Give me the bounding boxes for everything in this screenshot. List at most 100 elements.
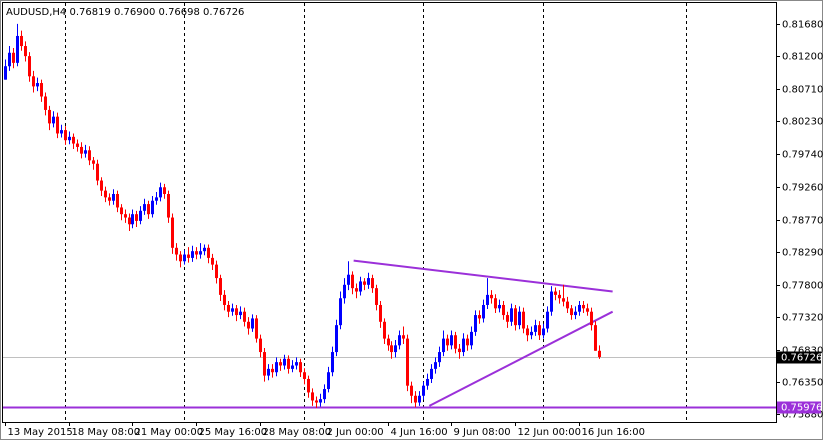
price-tag [777,401,821,414]
candle-body [48,109,51,124]
candle-body [183,254,186,262]
candle-body [486,294,489,305]
candle-body [211,257,214,265]
candle-body [131,214,134,225]
candle-body [462,338,465,353]
y-tick-label: 0.76830 [782,346,823,357]
y-tick-label: 0.80710 [782,85,823,96]
price-tag [777,351,821,364]
candle-body [143,204,146,211]
candle-body [223,294,226,305]
y-tick-label: 0.78770 [782,216,823,227]
x-tick-label: 25 May 16:00 [199,427,268,438]
candle-body [522,311,525,329]
candle-body [343,284,346,299]
candle-body [518,311,521,326]
candle-body [570,308,573,316]
candle-body [139,210,142,221]
candle-body [16,35,19,63]
y-tick-label: 0.80230 [782,117,823,128]
candle-body [96,163,99,181]
x-tick-label: 12 Jun 00:00 [518,427,582,438]
y-tick-label: 0.78290 [782,248,823,259]
candle-body [558,294,561,299]
candle-body [339,298,342,326]
candle-body [390,345,393,353]
candle-body [72,136,75,144]
candle-body [80,146,83,154]
candle-body [295,362,298,366]
candle-body [315,400,318,403]
x-tick-label: 16 Jun 16:00 [582,427,646,438]
candle-body [422,385,425,396]
candle-body [191,251,194,258]
candle-body [259,338,262,353]
candle-body [574,311,577,316]
candle-body [275,362,278,373]
candle-body [530,331,533,336]
x-tick-label: 28 May 08:00 [263,427,332,438]
candle-body [490,294,493,299]
candle-body [12,52,15,63]
candle-body [219,278,222,295]
candle-body [231,308,234,312]
candle-body [159,187,162,198]
y-tick-label: 0.81680 [782,20,823,31]
candle-body [100,180,103,191]
candle-body [546,311,549,329]
candle-body [263,352,266,376]
candle-body [506,315,509,322]
candle-body [104,190,107,198]
candle-body [458,348,461,353]
x-tick-label: 9 Jun 08:00 [454,427,511,438]
candle-body [510,308,513,322]
candle-body [279,362,282,366]
candle-body [76,143,79,147]
candle-body [383,321,386,339]
candle-body [92,160,95,164]
candle-body [203,247,206,252]
candle-body [414,395,417,403]
y-tick-label: 0.77320 [782,313,823,324]
y-tick-label: 0.81200 [782,52,823,63]
candle-body [116,194,119,208]
candle-body [20,35,23,47]
candle-body [598,350,601,358]
candle-body [291,365,294,369]
x-tick-label: 13 May 2015 [8,427,73,438]
candle-body [163,187,166,195]
candle-body [299,362,302,373]
candle-body [454,335,457,349]
candle-body [199,251,202,255]
candle-body [243,311,246,322]
candle-body [586,308,589,312]
candle-body [534,325,537,332]
chart-title: AUDUSD,H4 0.76819 0.76900 0.76698 0.7672… [6,7,244,18]
candle-body [494,298,497,309]
candle-body [466,338,469,346]
candle-body [287,358,290,369]
candle-body [482,304,485,319]
candle-body [307,378,310,393]
candle-body [387,338,390,346]
candle-body [36,83,39,87]
candle-body [331,352,334,373]
candle-body [542,328,545,336]
candle-body [255,318,258,339]
candle-body [347,274,350,285]
candle-body [335,325,338,353]
candle-body [526,328,529,336]
candle-body [566,301,569,309]
candle-body [124,214,127,218]
candle-body [327,372,330,390]
candle-body [108,197,111,201]
candle-body [502,304,505,316]
candle-body [430,368,433,379]
candle-body [28,56,31,77]
candle-body [355,288,358,292]
candle-body [235,308,238,316]
x-tick-label: 4 Jun 16:00 [391,427,448,438]
trend-line [353,259,613,293]
candle-body [171,217,174,248]
